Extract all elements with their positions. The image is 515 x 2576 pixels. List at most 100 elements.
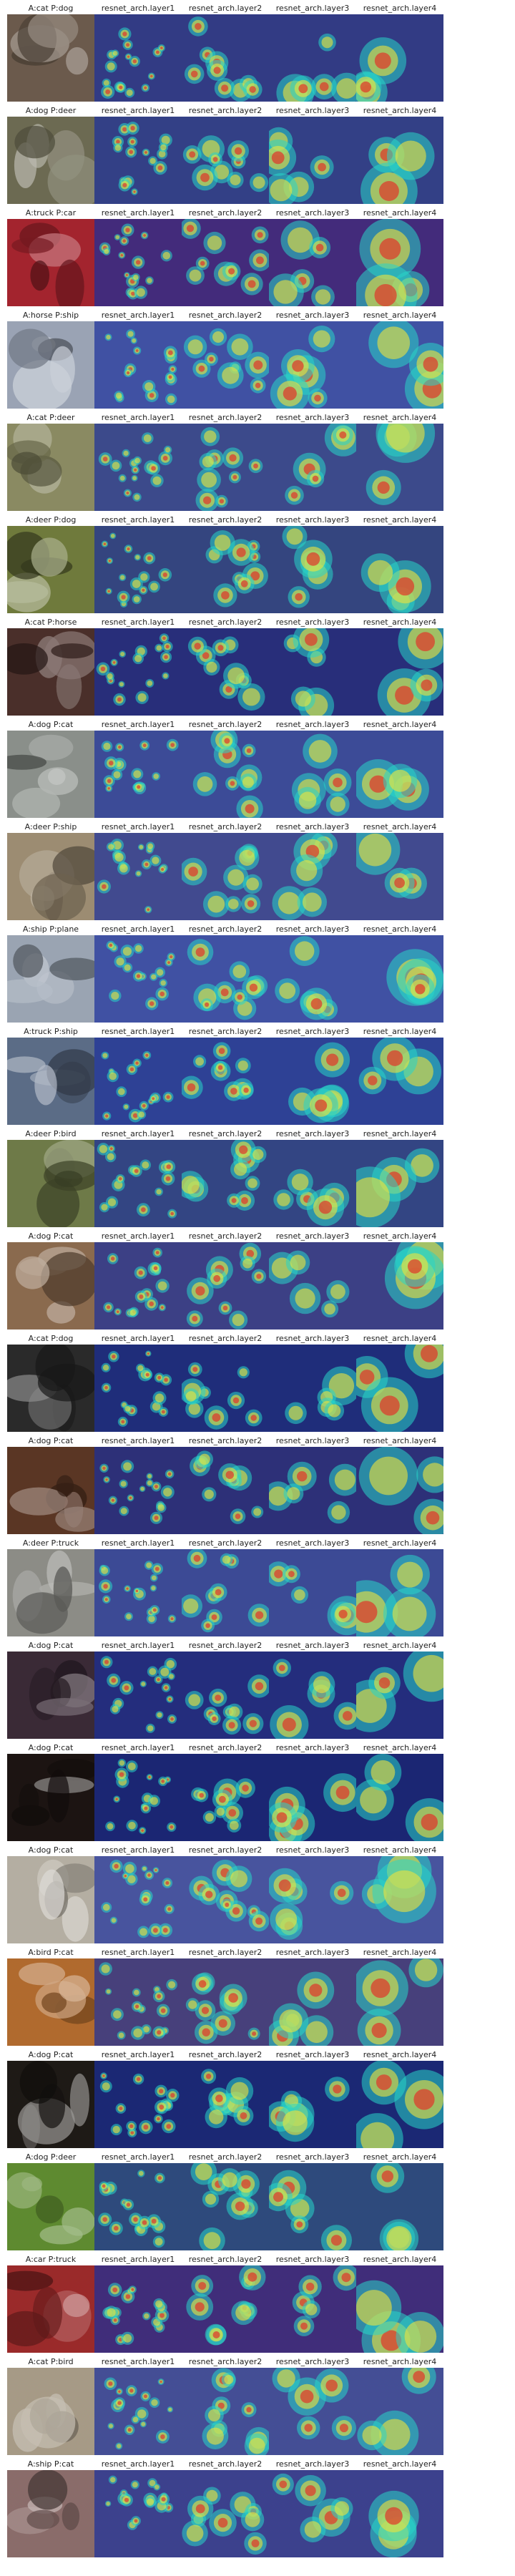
sample-row: A:dog P:cat resnet_arch.layer1 resnet_arch…: [0, 1229, 515, 1330]
layer-title: resnet_arch.layer3: [275, 618, 350, 627]
heatmap: [269, 1549, 356, 1636]
heatmap-cell-layer4: resnet_arch.layer4: [356, 1332, 443, 1433]
layer-title: resnet_arch.layer4: [363, 720, 437, 729]
heatmap-cell-layer4: resnet_arch.layer4: [356, 718, 443, 819]
heatmap-cell-layer4: resnet_arch.layer4: [356, 2355, 443, 2456]
heatmap-image: [94, 1447, 182, 1534]
layer-title: resnet_arch.layer1: [101, 2050, 175, 2059]
heatmap-cell-layer1: resnet_arch.layer1: [94, 1332, 182, 1433]
heatmap-cell-layer1: resnet_arch.layer1: [94, 1843, 182, 1944]
input-image: [7, 219, 94, 306]
heatmap: [182, 2368, 269, 2455]
input-photo: [7, 2368, 94, 2455]
layer-title: resnet_arch.layer4: [363, 1845, 437, 1855]
layer-title: resnet_arch.layer3: [275, 1743, 350, 1752]
heatmap: [94, 1242, 182, 1330]
heatmap-cell-layer4: resnet_arch.layer4: [356, 1639, 443, 1740]
heatmap: [182, 14, 269, 102]
input-image: [7, 1140, 94, 1227]
sample-label: A:cat P:dog: [28, 4, 74, 13]
heatmap: [182, 1549, 269, 1636]
layer-title: resnet_arch.layer2: [188, 924, 263, 934]
input-photo: [7, 1242, 94, 1330]
heatmap-cell-layer2: resnet_arch.layer2: [182, 718, 269, 819]
layer-title: resnet_arch.layer2: [188, 311, 263, 320]
input-image-cell: A:bird P:cat: [7, 1946, 94, 2046]
input-image-cell: A:dog P:cat: [7, 1434, 94, 1535]
heatmap: [356, 833, 443, 920]
sample-label: A:dog P:cat: [28, 1845, 74, 1855]
heatmap-image: [269, 424, 356, 511]
heatmap-image: [94, 731, 182, 818]
heatmap: [269, 1652, 356, 1739]
heatmap-image: [182, 2163, 269, 2250]
sample-label: A:dog P:cat: [28, 2050, 74, 2059]
heatmap-image: [182, 1038, 269, 1125]
heatmap: [94, 2265, 182, 2353]
input-photo: [7, 526, 94, 613]
heatmap-cell-layer3: resnet_arch.layer3: [269, 411, 356, 512]
heatmap-cell-layer1: resnet_arch.layer1: [94, 206, 182, 307]
heatmap-image: [269, 2470, 356, 2557]
heatmap-image: [356, 526, 443, 613]
layer-title: resnet_arch.layer1: [101, 924, 175, 934]
heatmap-image: [356, 1958, 443, 2046]
sample-label: A:cat P:deer: [26, 413, 75, 422]
sample-label: A:car P:truck: [25, 2255, 77, 2264]
input-image: [7, 1242, 94, 1330]
heatmap-cell-layer3: resnet_arch.layer3: [269, 1946, 356, 2046]
heatmap: [94, 833, 182, 920]
heatmap: [94, 1856, 182, 1943]
heatmap: [356, 1754, 443, 1841]
sample-label: A:horse P:ship: [22, 311, 79, 320]
heatmap-cell-layer1: resnet_arch.layer1: [94, 615, 182, 716]
heatmap-image: [356, 935, 443, 1023]
layer-title: resnet_arch.layer3: [275, 515, 350, 525]
heatmap-cell-layer4: resnet_arch.layer4: [356, 2253, 443, 2353]
sample-row: A:deer P:ship resnet_arch.layer1 resnet_ar…: [0, 820, 515, 921]
heatmap-cell-layer4: resnet_arch.layer4: [356, 1229, 443, 1330]
heatmap: [94, 1958, 182, 2046]
heatmap-cell-layer2: resnet_arch.layer2: [182, 2253, 269, 2353]
heatmap: [94, 2163, 182, 2250]
heatmap: [269, 219, 356, 306]
heatmap-image: [269, 1958, 356, 2046]
heatmap-image: [94, 14, 182, 102]
sample-label: A:bird P:cat: [28, 1948, 74, 1957]
layer-title: resnet_arch.layer2: [188, 2255, 263, 2264]
heatmap-image: [94, 424, 182, 511]
heatmap-cell-layer2: resnet_arch.layer2: [182, 104, 269, 205]
sample-row: A:horse P:ship resnet_arch.layer1 resnet_a…: [0, 308, 515, 409]
heatmap-cell-layer3: resnet_arch.layer3: [269, 1229, 356, 1330]
heatmap-cell-layer2: resnet_arch.layer2: [182, 1843, 269, 1944]
heatmap: [182, 2470, 269, 2557]
layer-title: resnet_arch.layer4: [363, 924, 437, 934]
heatmap-cell-layer4: resnet_arch.layer4: [356, 308, 443, 409]
heatmap-cell-layer3: resnet_arch.layer3: [269, 104, 356, 205]
input-image: [7, 1754, 94, 1841]
heatmap: [182, 2163, 269, 2250]
heatmap-image: [356, 1345, 443, 1432]
layer-title: resnet_arch.layer4: [363, 1129, 437, 1138]
sample-label: A:deer P:bird: [25, 1129, 77, 1138]
input-image-cell: A:car P:truck: [7, 2253, 94, 2353]
heatmap: [94, 526, 182, 613]
layer-title: resnet_arch.layer2: [188, 618, 263, 627]
input-photo: [7, 833, 94, 920]
heatmap: [356, 219, 443, 306]
heatmap-cell-layer3: resnet_arch.layer3: [269, 308, 356, 409]
sample-label: A:truck P:ship: [24, 1027, 78, 1036]
input-image-cell: A:dog P:cat: [7, 1843, 94, 1944]
layer-title: resnet_arch.layer3: [275, 2357, 350, 2366]
heatmap-image: [182, 1549, 269, 1636]
layer-title: resnet_arch.layer3: [275, 413, 350, 422]
sample-row: A:dog P:cat resnet_arch.layer1 resnet_arch…: [0, 1843, 515, 1944]
heatmap: [269, 1447, 356, 1534]
heatmap-cell-layer1: resnet_arch.layer1: [94, 1946, 182, 2046]
sample-row: A:dog P:cat resnet_arch.layer1 resnet_arch…: [0, 718, 515, 819]
layer-title: resnet_arch.layer2: [188, 1334, 263, 1343]
input-image: [7, 2163, 94, 2250]
layer-title: resnet_arch.layer2: [188, 1538, 263, 1548]
layer-title: resnet_arch.layer1: [101, 1027, 175, 1036]
heatmap-image: [269, 14, 356, 102]
